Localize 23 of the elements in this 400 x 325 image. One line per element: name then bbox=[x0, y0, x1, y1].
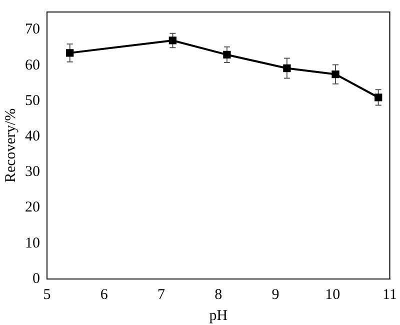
x-axis-title: pH bbox=[209, 308, 228, 324]
point bbox=[66, 49, 74, 57]
y-tick-label: 50 bbox=[25, 92, 40, 109]
y-tick-label: 20 bbox=[25, 200, 40, 216]
point bbox=[168, 36, 177, 44]
y-tick-label: 0 bbox=[32, 270, 40, 287]
x-tick-label: 11 bbox=[382, 286, 398, 303]
y-tick-label: 60 bbox=[25, 57, 40, 74]
x-tick-label: 7 bbox=[158, 286, 166, 303]
x-tick-label: 6 bbox=[100, 286, 108, 303]
y-tick-label: 40 bbox=[25, 128, 40, 145]
x-tick-label: 10 bbox=[325, 286, 340, 303]
x-tick-label: 5 bbox=[43, 286, 51, 303]
point bbox=[332, 70, 340, 78]
x-tick-label: 9 bbox=[272, 286, 280, 303]
x-tick-label: 8 bbox=[214, 286, 222, 303]
y-tick-label: 70 bbox=[25, 22, 40, 38]
y-tick-label: 30 bbox=[25, 164, 40, 180]
point bbox=[223, 50, 231, 59]
y-tick-label: 10 bbox=[25, 235, 40, 252]
point bbox=[374, 94, 382, 102]
y-axis-title: Recovery/% bbox=[2, 108, 19, 183]
point bbox=[283, 64, 291, 72]
